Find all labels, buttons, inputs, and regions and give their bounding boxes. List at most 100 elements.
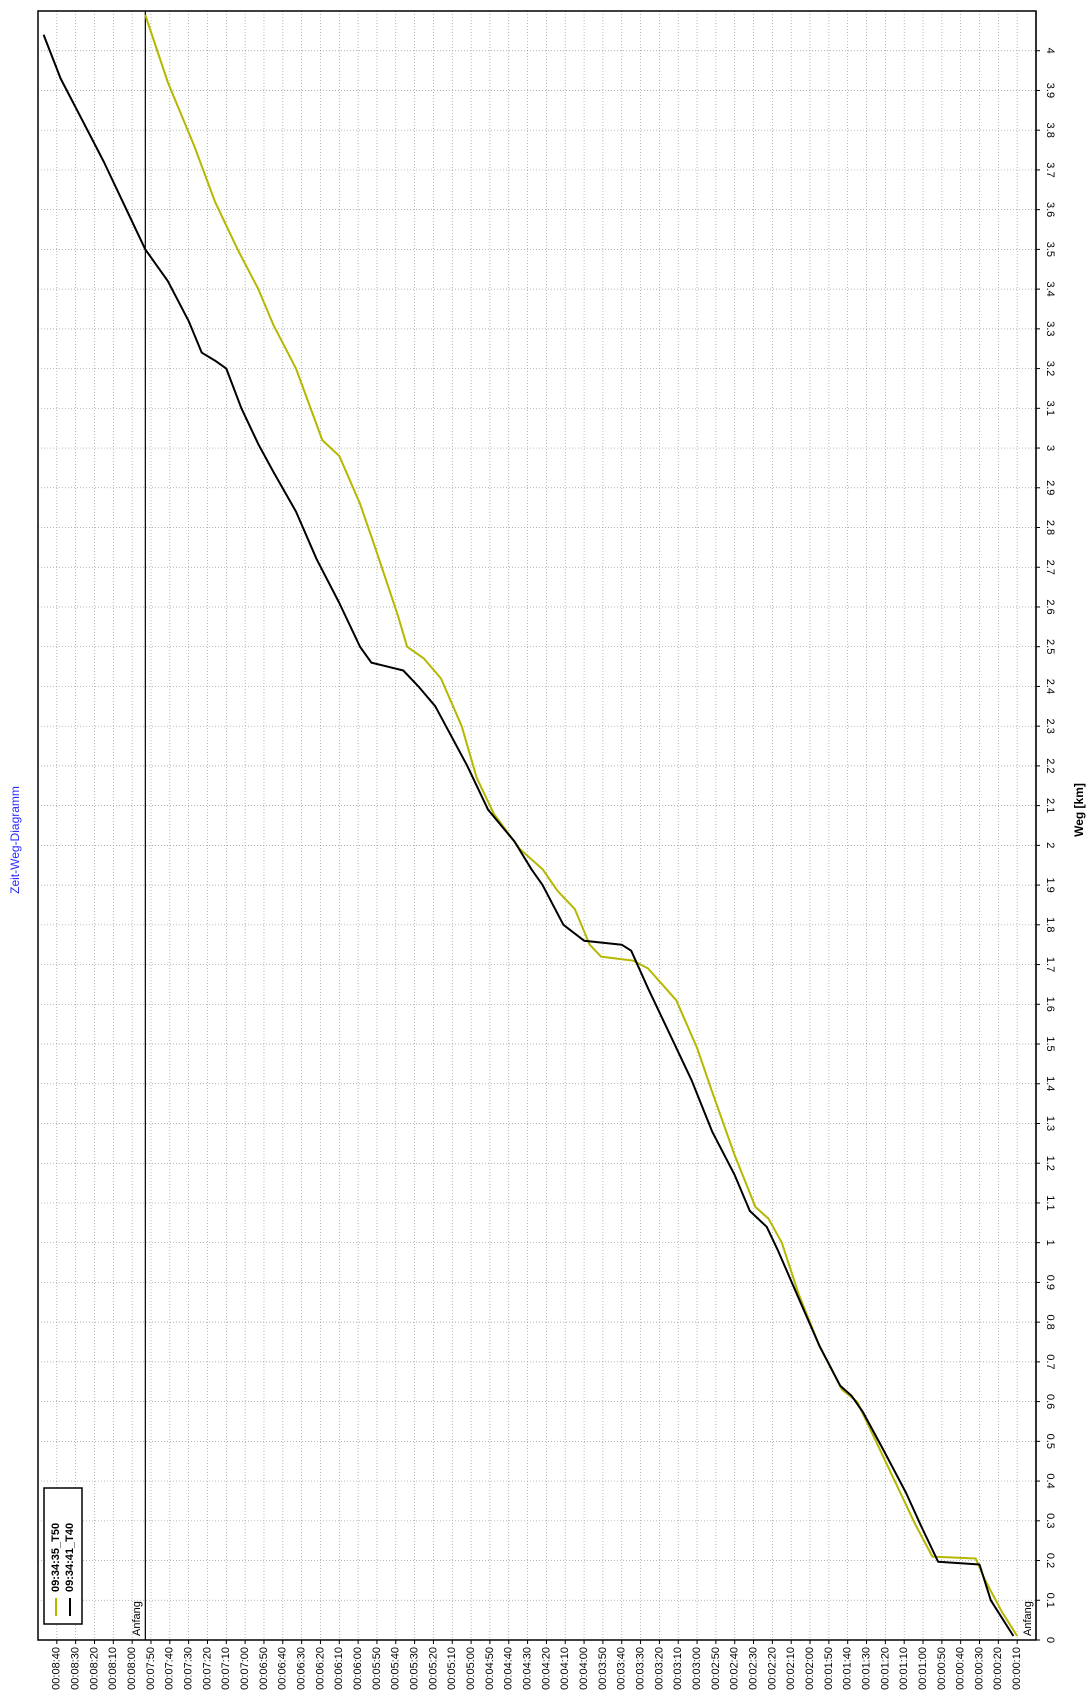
y-tick-label: 1.8 (1044, 917, 1056, 932)
x-tick-label: 00:00:30 (973, 1647, 985, 1690)
x-tick-label: 00:05:30 (409, 1647, 421, 1690)
y-tick-label: 2.6 (1044, 599, 1056, 614)
y-tick-label: 1.1 (1044, 1195, 1056, 1210)
x-tick-label: 00:03:20 (653, 1647, 665, 1690)
x-tick-label: 00:01:10 (898, 1647, 910, 1690)
x-tick-label: 00:07:40 (164, 1647, 176, 1690)
x-tick-label: 00:04:10 (559, 1647, 571, 1690)
y-tick-label: 2.9 (1044, 480, 1056, 495)
x-tick-label: 00:07:10 (220, 1647, 232, 1690)
y-tick-label: 2.5 (1044, 639, 1056, 654)
y-tick-label: 3.9 (1044, 83, 1056, 98)
y-tick-label: 2.3 (1044, 719, 1056, 734)
x-tick-label: 00:00:50 (936, 1647, 948, 1690)
y-tick-label: 3.5 (1044, 242, 1056, 257)
x-tick-label: 00:06:50 (258, 1647, 270, 1690)
x-tick-label: 00:00:40 (955, 1647, 967, 1690)
y-tick-label: 1.3 (1044, 1116, 1056, 1131)
x-tick-label: 00:07:20 (201, 1647, 213, 1690)
x-tick-label: 00:08:00 (126, 1647, 138, 1690)
y-tick-label: 0.6 (1044, 1394, 1056, 1409)
x-tick-label: 00:03:40 (616, 1647, 628, 1690)
x-tick-label: 00:07:00 (239, 1647, 251, 1690)
x-tick-label: 00:02:50 (710, 1647, 722, 1690)
x-tick-label: 00:06:10 (333, 1647, 345, 1690)
y-tick-label: 3 (1044, 445, 1056, 451)
x-tick-label: 00:06:00 (352, 1647, 364, 1690)
x-tick-label: 00:03:00 (691, 1647, 703, 1690)
y-tick-label: 3.1 (1044, 401, 1056, 416)
series-line (144, 14, 1019, 1637)
x-tick-label: 00:04:30 (521, 1647, 533, 1690)
x-tick-label: 00:08:20 (88, 1647, 100, 1690)
y-tick-label: 2.1 (1044, 798, 1056, 813)
x-tick-label: 00:05:20 (427, 1647, 439, 1690)
x-tick-label: 00:00:20 (992, 1647, 1004, 1690)
y-tick-label: 1.6 (1044, 997, 1056, 1012)
y-tick-label: 1.2 (1044, 1156, 1056, 1171)
y-axis-label: Weg [km] (1072, 783, 1086, 837)
series-line (42, 34, 1015, 1637)
x-tick-label: 00:08:10 (107, 1647, 119, 1690)
x-tick-label: 00:02:00 (804, 1647, 816, 1690)
x-tick-label: 00:06:40 (277, 1647, 289, 1690)
x-tick-label: 00:02:10 (785, 1647, 797, 1690)
x-tick-label: 00:05:50 (371, 1647, 383, 1690)
y-tick-label: 2.2 (1044, 758, 1056, 773)
y-tick-label: 0.8 (1044, 1314, 1056, 1329)
x-tick-label: 00:06:20 (314, 1647, 326, 1690)
plot-frame (37, 10, 1037, 1641)
x-tick-label: 00:07:30 (183, 1647, 195, 1690)
x-tick-label: 00:02:30 (747, 1647, 759, 1690)
x-tick-label: 00:04:40 (503, 1647, 515, 1690)
y-tick-label: 1.9 (1044, 877, 1056, 892)
x-tick-label: 00:00:10 (1011, 1647, 1023, 1690)
x-tick-label: 00:05:40 (390, 1647, 402, 1690)
x-tick-label: 00:03:30 (634, 1647, 646, 1690)
y-tick-label: 2 (1044, 842, 1056, 848)
annotation-label: Anfang (1022, 1601, 1034, 1636)
annotation-label: Anfang (131, 1601, 143, 1636)
y-tick-label: 1.5 (1044, 1036, 1056, 1051)
y-tick-label: 2.4 (1044, 679, 1056, 694)
legend: 09:34:35_T50 09:34:41_T40 (43, 1487, 83, 1625)
x-tick-label: 00:02:40 (729, 1647, 741, 1690)
y-tick-label: 3.2 (1044, 361, 1056, 376)
x-tick-label: 00:05:00 (465, 1647, 477, 1690)
y-tick-label: 4 (1044, 48, 1056, 54)
y-tick-label: 3.3 (1044, 321, 1056, 336)
x-tick-label: 00:02:20 (766, 1647, 778, 1690)
y-tick-label: 1.7 (1044, 957, 1056, 972)
x-tick-label: 00:04:50 (484, 1647, 496, 1690)
y-tick-label: 0.3 (1044, 1513, 1056, 1528)
y-tick-label: 0 (1044, 1637, 1056, 1643)
x-tick-label: 00:04:20 (540, 1647, 552, 1690)
x-tick-label: 00:01:50 (823, 1647, 835, 1690)
legend-label: 09:34:35_T50 (50, 1523, 62, 1592)
x-tick-label: 00:03:10 (672, 1647, 684, 1690)
y-tick-label: 1 (1044, 1240, 1056, 1246)
x-tick-label: 00:05:10 (446, 1647, 458, 1690)
y-tick-label: 3.4 (1044, 281, 1056, 296)
y-tick-label: 0.2 (1044, 1553, 1056, 1568)
y-tick-label: 2.7 (1044, 560, 1056, 575)
y-tick-label: 0.4 (1044, 1473, 1056, 1488)
legend-box (43, 1487, 83, 1625)
x-tick-label: 00:04:00 (578, 1647, 590, 1690)
chart-title: Zeit-Weg-Diagramm (8, 786, 22, 894)
legend-label: 09:34:41_T40 (64, 1523, 76, 1592)
x-tick-label: 00:01:40 (842, 1647, 854, 1690)
x-tick-label: 00:01:30 (860, 1647, 872, 1690)
x-tick-label: 00:08:30 (70, 1647, 82, 1690)
y-tick-label: 2.8 (1044, 520, 1056, 535)
x-tick-label: 00:08:40 (51, 1647, 63, 1690)
y-tick-label: 3.6 (1044, 202, 1056, 217)
x-tick-label: 00:07:50 (145, 1647, 157, 1690)
y-tick-label: 0.7 (1044, 1354, 1056, 1369)
x-tick-label: 00:06:30 (296, 1647, 308, 1690)
y-tick-label: 3.7 (1044, 162, 1056, 177)
y-tick-label: 0.9 (1044, 1275, 1056, 1290)
y-tick-label: 3.8 (1044, 123, 1056, 138)
x-tick-label: 00:01:20 (879, 1647, 891, 1690)
